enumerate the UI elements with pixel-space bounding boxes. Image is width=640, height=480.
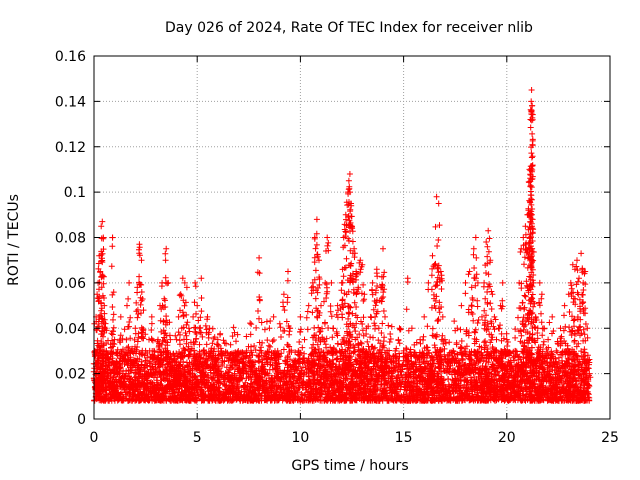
- data-point: [248, 376, 255, 383]
- data-point: [267, 343, 274, 350]
- data-point: [586, 361, 592, 368]
- data-point: [538, 319, 545, 326]
- data-point: [544, 349, 551, 356]
- data-point: [482, 338, 489, 345]
- data-point: [220, 381, 227, 387]
- data-point: [121, 326, 128, 333]
- data-point: [395, 337, 402, 344]
- data-point: [172, 332, 179, 339]
- data-point: [299, 344, 306, 351]
- data-point: [278, 334, 284, 340]
- data-point: [114, 352, 121, 359]
- data-point: [449, 376, 456, 383]
- data-point: [504, 343, 511, 349]
- data-point: [420, 358, 427, 365]
- data-point: [199, 333, 206, 340]
- data-point: [451, 394, 457, 400]
- data-point: [229, 350, 235, 357]
- data-point: [403, 346, 410, 353]
- data-point: [263, 318, 270, 325]
- data-point: [397, 386, 404, 393]
- data-point: [184, 319, 191, 326]
- data-point: [451, 318, 458, 325]
- data-point: [445, 376, 451, 382]
- data-point: [315, 349, 322, 356]
- data-point: [179, 388, 186, 395]
- data-point: [416, 357, 423, 363]
- data-point: [512, 334, 519, 341]
- data-point: [251, 343, 258, 349]
- data-point: [230, 324, 237, 331]
- data-point: [231, 329, 238, 336]
- data-point: [247, 320, 254, 327]
- data-point: [247, 380, 254, 387]
- data-point: [546, 319, 553, 326]
- data-point: [256, 358, 263, 365]
- data-point: [388, 323, 395, 330]
- data-point: [220, 337, 227, 344]
- data-point: [226, 366, 233, 373]
- data-point: [569, 360, 575, 367]
- data-point: [233, 338, 239, 345]
- data-point: [212, 397, 219, 404]
- data-point: [120, 367, 127, 374]
- data-point: [325, 325, 332, 331]
- data-point: [110, 324, 117, 331]
- data-point: [386, 339, 393, 345]
- data-point: [258, 319, 265, 326]
- data-point: [446, 339, 453, 346]
- data-point: [520, 393, 527, 399]
- data-point: [586, 356, 593, 363]
- data-point: [229, 333, 236, 340]
- data-point: [333, 363, 340, 370]
- data-point: [217, 330, 224, 337]
- data-point: [303, 314, 310, 321]
- data-point: [221, 340, 228, 347]
- data-series-roti: [90, 87, 594, 404]
- data-point: [227, 351, 234, 358]
- data-point: [242, 379, 249, 386]
- data-point: [171, 376, 177, 383]
- data-point: [248, 321, 255, 328]
- data-point: [387, 331, 394, 337]
- data-point: [385, 322, 392, 329]
- data-point: [265, 348, 272, 355]
- data-point: [536, 369, 543, 375]
- data-point: [413, 339, 420, 346]
- data-point: [243, 333, 250, 340]
- data-point: [117, 332, 124, 339]
- data-point: [367, 334, 374, 341]
- data-point: [247, 331, 254, 338]
- data-point: [397, 326, 404, 333]
- data-point: [387, 336, 394, 342]
- data-point: [458, 344, 465, 351]
- data-point: [458, 338, 465, 344]
- data-point: [267, 318, 274, 324]
- data-point: [413, 383, 420, 390]
- data-point: [261, 326, 268, 333]
- data-point: [209, 340, 216, 347]
- data-point: [150, 353, 157, 360]
- data-point: [227, 341, 234, 348]
- data-point: [505, 358, 512, 365]
- data-point: [144, 362, 151, 369]
- data-point: [404, 387, 410, 394]
- data-point: [255, 352, 262, 359]
- data-point: [360, 314, 367, 321]
- data-point: [163, 375, 170, 382]
